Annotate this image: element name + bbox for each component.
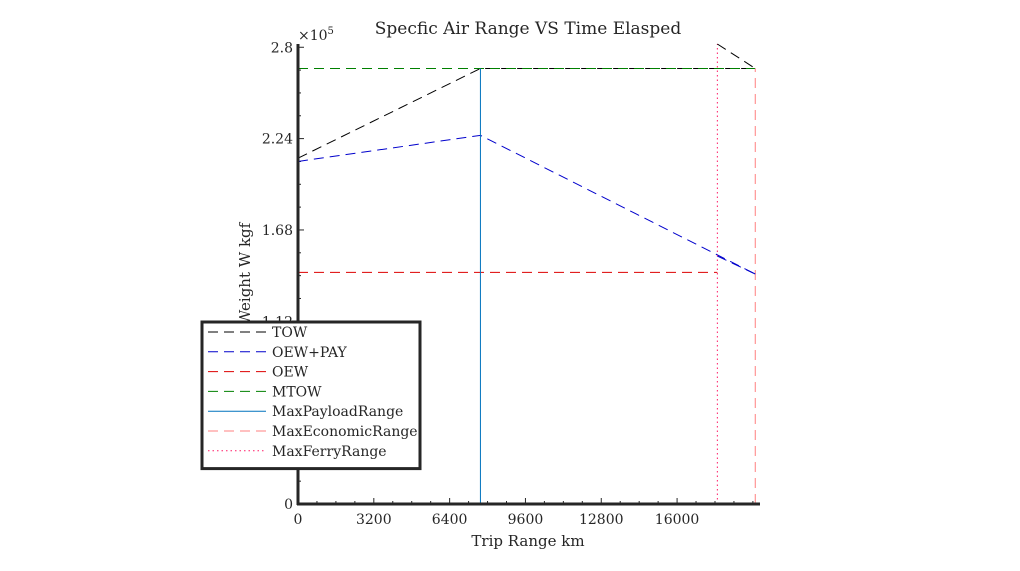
- series-segment: [717, 43, 756, 69]
- x-tick-label: 3200: [356, 512, 392, 528]
- x-tick-label: 16000: [655, 512, 700, 528]
- data-series: [297, 43, 756, 504]
- y-tick-label: 0: [284, 497, 293, 513]
- legend-label: MTOW: [272, 384, 322, 400]
- y-tick-label: 1.68: [262, 223, 293, 239]
- legend-label: MaxEconomicRange: [272, 424, 418, 440]
- x-tick-label: 12800: [579, 512, 624, 528]
- y-tick-label: 2.24: [262, 132, 293, 148]
- y-multiplier-exponent: 5: [328, 26, 334, 37]
- series-line: [297, 67, 756, 159]
- legend-label: MaxFerryRange: [272, 444, 387, 460]
- legend-label: OEW+PAY: [272, 345, 347, 361]
- x-tick-label: 0: [294, 512, 303, 528]
- series-line: [297, 134, 756, 275]
- x-tick-label: 9600: [508, 512, 544, 528]
- legend-label: OEW: [272, 365, 309, 381]
- x-axis-label: Trip Range km: [471, 532, 584, 550]
- y-axis-label: Weight W kgf: [236, 221, 254, 325]
- y-axis-multiplier: ×105: [298, 26, 334, 44]
- legend-label: MaxPayloadRange: [272, 404, 403, 420]
- x-tick-label: 6400: [432, 512, 468, 528]
- legend-box: [200, 320, 422, 471]
- series-segment: [717, 255, 756, 275]
- legend: TOW OEW+PAY OEW MTOW MaxPayloadRange MaxEcono…: [200, 320, 422, 471]
- y-multiplier-base: ×10: [298, 28, 328, 44]
- chart-title: Specfic Air Range VS Time Elasped: [375, 19, 682, 39]
- y-tick-label: 2.8: [271, 40, 293, 56]
- legend-label: TOW: [272, 325, 308, 341]
